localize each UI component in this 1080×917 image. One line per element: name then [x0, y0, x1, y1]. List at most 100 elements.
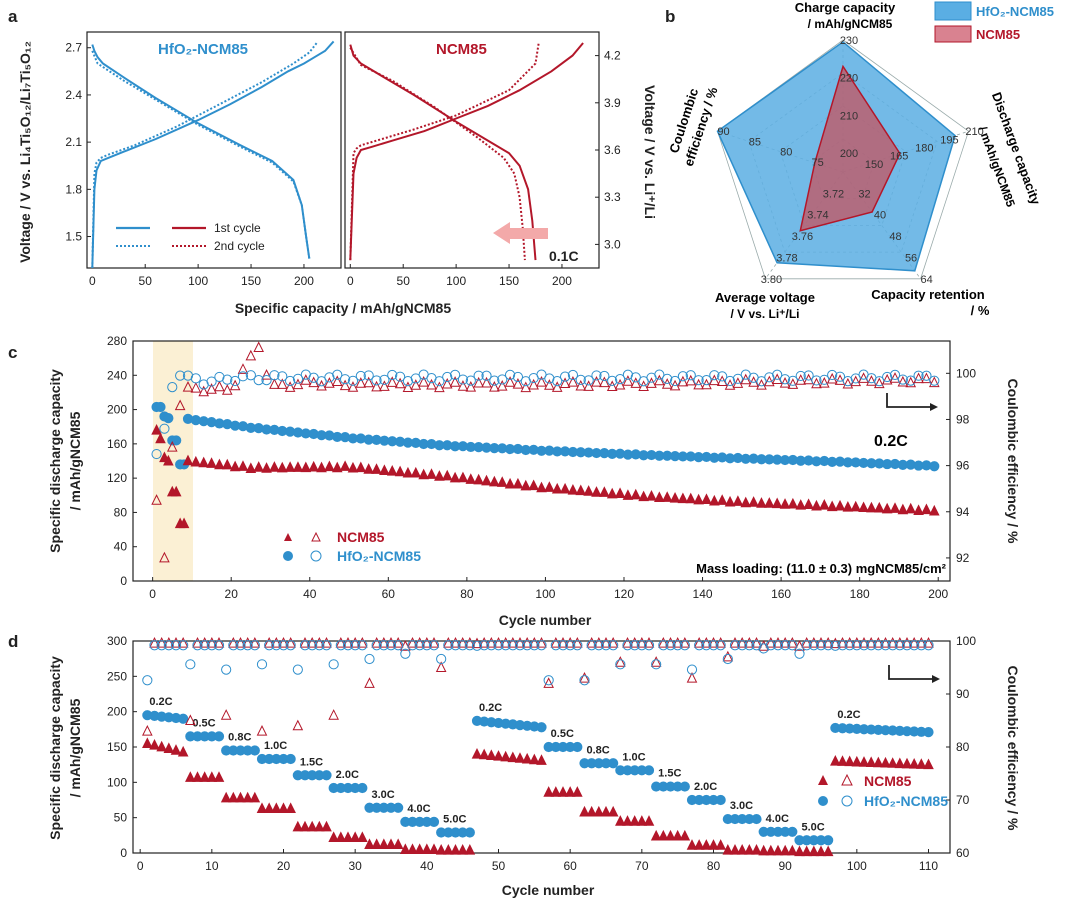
hfo2-capacity-point: [213, 731, 225, 742]
hfo2-ce-point: [679, 640, 690, 651]
ncm85-ce-point: [261, 369, 272, 380]
x-tick-label: 40: [303, 587, 317, 601]
ncm85-ce-point: [278, 637, 289, 648]
ncm85-ce-point: [643, 637, 655, 648]
hfo2-ce-point: [230, 375, 241, 387]
ncm85-capacity-point: [536, 754, 547, 765]
ncm85-capacity-point: [386, 465, 398, 476]
ncm85-ce-point: [163, 637, 175, 648]
radar-tick-label: 165: [890, 151, 908, 163]
ncm85-capacity-point: [834, 499, 846, 511]
ncm85-capacity-point: [866, 501, 877, 513]
hfo2-ce-point: [844, 640, 855, 651]
ncm85-capacity-point: [779, 498, 791, 509]
ncm85-ce-point: [685, 374, 697, 386]
ncm85-ce-point: [276, 378, 288, 389]
x-tick-label: 60: [563, 859, 577, 873]
hfo2-capacity-point: [679, 781, 690, 792]
ncm85-capacity-point: [643, 815, 655, 826]
ncm85-ce-point: [339, 379, 351, 391]
legend-c-filled-circle: [283, 551, 293, 561]
y2-tick-label: 90: [956, 687, 970, 701]
hfo2-ce-point: [242, 640, 253, 651]
hfo2-ce-point: [823, 640, 834, 651]
ncm85-capacity-point: [842, 501, 854, 512]
ncm85-capacity-point: [316, 461, 327, 473]
hfo2-capacity-point: [464, 827, 475, 838]
ncm85-capacity-point: [638, 490, 649, 502]
hfo2-ce-point: [583, 375, 594, 386]
ncm85-ce-point: [557, 637, 569, 648]
hfo2-capacity-point: [171, 435, 182, 446]
x-tick-label: 0: [137, 859, 144, 873]
rate-step-label: 4.0C: [766, 813, 789, 825]
ncm85-capacity-point: [709, 494, 720, 506]
ncm85-capacity-point: [801, 845, 812, 857]
ncm85-capacity-point: [557, 786, 569, 797]
ncm85-capacity-point: [803, 498, 814, 510]
radar-tick-label: 64: [920, 274, 932, 286]
panel-a-ylabel-right: Voltage / V vs. Li⁺/Li: [642, 85, 658, 219]
ncm85-capacity-point: [722, 844, 734, 855]
hfo2-ce-point: [428, 640, 440, 651]
y-tick-label: 40: [114, 540, 128, 554]
hfo2-ce-point: [314, 640, 325, 651]
legend-c-open-triangle: [311, 531, 321, 542]
ncm85-capacity-point: [758, 844, 769, 856]
hfo2-ce-point: [228, 640, 239, 651]
ncm85-capacity-point: [889, 502, 901, 513]
y2-tick-label: 60: [956, 846, 970, 860]
ncm85-ce-point: [355, 377, 367, 388]
ncm85-ce-point: [151, 494, 162, 505]
ncm85-ce-point: [677, 375, 689, 387]
ncm85-capacity-point: [815, 845, 827, 857]
ncm85-ce-point: [630, 377, 642, 388]
hfo2-ce-point: [897, 374, 908, 385]
y2-tick-label: 80: [956, 740, 970, 754]
panel-c-xlabel: Cycle number: [499, 612, 592, 628]
ncm85-capacity-point: [923, 758, 934, 770]
ncm85-capacity-point: [716, 494, 728, 505]
ncm85-ce-point: [765, 637, 777, 648]
y-tick-label: 3.0: [604, 237, 621, 251]
ncm85-capacity-point: [600, 805, 612, 817]
ncm85-ce-point: [830, 637, 841, 649]
ncm85-capacity-point: [163, 742, 175, 754]
ncm85-capacity-point: [182, 454, 194, 466]
hfo2-ce-point: [882, 371, 893, 383]
panel-a-left-frame: [86, 31, 342, 269]
voltage-curve: [349, 42, 584, 261]
hfo2-capacity-point: [572, 741, 583, 753]
ncm85-ce-point: [363, 376, 374, 388]
ncm85-capacity-point: [237, 460, 249, 471]
hfo2-capacity-point: [608, 758, 619, 769]
ncm85-capacity-point: [245, 462, 257, 473]
ncm85-capacity-point: [206, 771, 218, 782]
y-tick-label: 2.4: [65, 88, 82, 102]
y2-tick-label: 100: [956, 366, 976, 380]
ncm85-capacity-point: [629, 815, 640, 826]
ncm85-ce-point: [220, 709, 232, 720]
ncm85-capacity-point: [435, 844, 447, 855]
ncm85-ce-point: [880, 637, 891, 648]
ncm85-capacity-point: [873, 501, 885, 513]
ncm85-ce-point: [593, 637, 605, 648]
rate-step-label: 1.5C: [300, 756, 323, 768]
y-tick-label: 120: [107, 471, 127, 485]
ncm85-capacity-point: [708, 839, 719, 850]
hfo2-capacity-point: [536, 722, 547, 733]
ncm85-ce-point: [591, 376, 602, 387]
ncm85-ce-point: [237, 363, 249, 374]
panel-d-legend: NCM85 HfO₂-NCM85: [818, 773, 948, 809]
ncm85-capacity-point: [850, 500, 862, 512]
panel-a-right-title: NCM85: [436, 41, 487, 58]
ncm85-ce-point: [166, 441, 178, 452]
panel-c-plot: 0 20 40 60 80 100 120 140 160 180 200 0 40 80 120 160 20…: [107, 334, 976, 601]
rate-step-label: 2.0C: [336, 769, 359, 781]
legend-d-hfo2: HfO₂-NCM85: [864, 793, 948, 809]
hfo2-ce-point: [758, 643, 769, 654]
hfo2-ce-point: [787, 640, 798, 651]
ncm85-ce-point: [908, 637, 920, 648]
ncm85-ce-point: [543, 677, 554, 688]
